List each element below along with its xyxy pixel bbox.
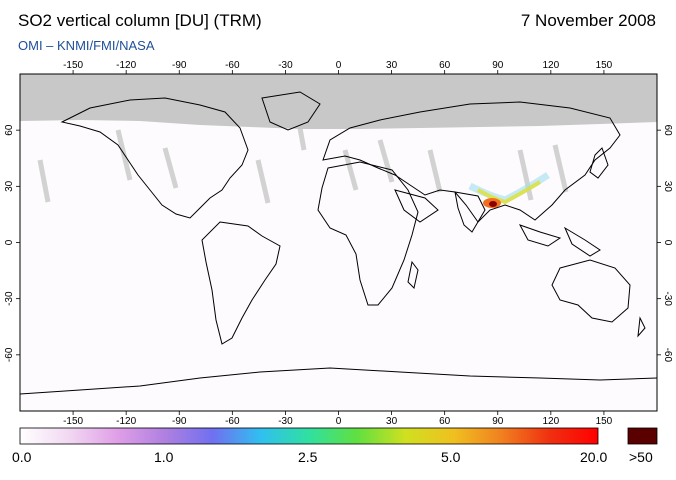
madagascar-outline bbox=[407, 260, 419, 289]
europe-asia-outline bbox=[322, 101, 621, 223]
new-zealand-outline bbox=[637, 316, 646, 338]
lon-tick-label: -120 bbox=[116, 416, 136, 427]
north-america-outline bbox=[60, 97, 249, 219]
southeast-asia-islands bbox=[518, 224, 601, 257]
colorbar bbox=[19, 427, 599, 445]
lon-tick-label: -60 bbox=[225, 416, 240, 427]
australia-outline bbox=[551, 259, 631, 323]
lat-tick-label: 0 bbox=[662, 240, 673, 246]
antarctica-outline bbox=[20, 367, 657, 395]
map-background bbox=[20, 74, 657, 411]
colorbar-label-0: 0.0 bbox=[12, 449, 32, 465]
lat-tick-label: 60 bbox=[4, 124, 15, 136]
south-america-outline bbox=[201, 221, 281, 345]
lat-tick-label: 0 bbox=[4, 239, 15, 245]
data-source: OMI – KNMI/FMI/NASA bbox=[18, 38, 155, 53]
coastlines bbox=[20, 91, 657, 395]
lon-tick-label: 150 bbox=[596, 416, 613, 427]
lon-tick-label: 30 bbox=[386, 60, 398, 71]
lon-tick-label: 0 bbox=[336, 60, 342, 71]
africa-outline bbox=[317, 161, 419, 306]
colorbar-label-4: 20.0 bbox=[580, 449, 608, 465]
map-title: SO2 vertical column [DU] (TRM) bbox=[18, 11, 262, 30]
longitude-ticks-bottom: -150 -120 -90 -60 -30 0 30 60 90 120 150 bbox=[63, 411, 613, 427]
arabia-outline bbox=[394, 189, 439, 223]
lon-tick-label: 60 bbox=[439, 416, 451, 427]
colorbar-max-swatch bbox=[627, 427, 658, 445]
lon-tick-label: 120 bbox=[542, 60, 559, 71]
colorbar-label-3: 5.0 bbox=[441, 449, 461, 465]
lon-tick-label: -120 bbox=[116, 60, 136, 71]
lon-tick-label: -90 bbox=[172, 60, 187, 71]
lon-tick-label: -30 bbox=[278, 60, 293, 71]
polar-night-region bbox=[20, 74, 657, 129]
latitude-ticks-right: 60 30 0 -30 -60 bbox=[657, 125, 673, 363]
so2-hotspot bbox=[468, 172, 550, 208]
orbit-streaks bbox=[37, 127, 569, 204]
lon-tick-label: 30 bbox=[386, 416, 398, 427]
india-outline bbox=[454, 191, 486, 233]
lat-tick-label: -30 bbox=[4, 291, 15, 306]
japan-outline bbox=[589, 147, 609, 179]
lat-tick-label: 30 bbox=[4, 180, 15, 192]
lon-tick-label: -60 bbox=[225, 60, 240, 71]
lon-tick-label: 0 bbox=[336, 416, 342, 427]
lon-tick-label: -90 bbox=[172, 416, 187, 427]
lon-tick-label: 90 bbox=[492, 416, 504, 427]
colorbar-label-1: 1.0 bbox=[154, 449, 174, 465]
colorbar-label-5: >50 bbox=[629, 449, 653, 465]
lon-tick-label: 90 bbox=[492, 60, 504, 71]
map-date: 7 November 2008 bbox=[520, 11, 656, 30]
lat-tick-label: -30 bbox=[662, 291, 673, 306]
lat-tick-label: -60 bbox=[662, 348, 673, 363]
latitude-ticks-left: 60 30 0 -30 -60 bbox=[4, 124, 20, 362]
greenland-outline bbox=[261, 91, 321, 131]
lon-tick-label: -150 bbox=[63, 60, 83, 71]
lon-tick-label: -30 bbox=[278, 416, 293, 427]
lon-tick-label: -150 bbox=[63, 416, 83, 427]
lat-tick-label: -60 bbox=[4, 347, 15, 362]
lat-tick-label: 60 bbox=[662, 125, 673, 137]
colorbar-label-2: 2.5 bbox=[298, 449, 318, 465]
lon-tick-label: 60 bbox=[439, 60, 451, 71]
lon-tick-label: 150 bbox=[596, 60, 613, 71]
longitude-ticks-top: -150 -120 -90 -60 -30 0 30 60 90 120 150 bbox=[63, 60, 613, 74]
lon-tick-label: 120 bbox=[542, 416, 559, 427]
lat-tick-label: 30 bbox=[662, 181, 673, 193]
